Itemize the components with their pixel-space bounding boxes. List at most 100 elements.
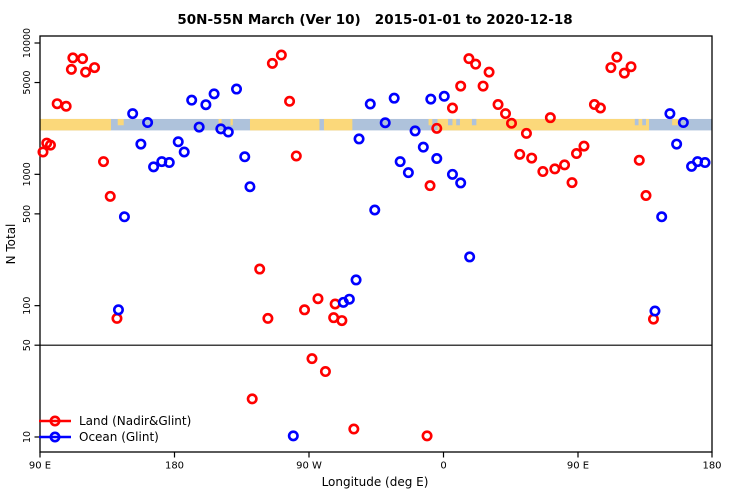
ocean-data-point (431, 152, 443, 164)
land-data-point (284, 95, 296, 107)
legend: Land (Nadir&Glint) Ocean (Glint) (38, 413, 191, 445)
land-data-point (319, 366, 331, 378)
ocean-data-point (402, 167, 414, 179)
land-data-point (299, 304, 311, 316)
ocean-data-point (222, 126, 234, 138)
land-data-point (594, 102, 606, 114)
x-tick-label: 90 E (567, 461, 589, 472)
ocean-data-point (409, 125, 421, 137)
ocean-data-point (163, 157, 175, 169)
land-data-point (500, 108, 512, 120)
land-data-point (80, 66, 92, 78)
legend-item-land: Land (Nadir&Glint) (38, 413, 191, 429)
land-data-point (312, 293, 324, 305)
ocean-data-point (127, 108, 139, 120)
land-data-point (611, 51, 623, 63)
land-data-point (104, 190, 116, 202)
ocean-data-point (287, 430, 299, 442)
land-data-point (98, 156, 110, 168)
land-data-point (424, 180, 436, 192)
strip-land-segment (672, 118, 681, 126)
strip-land-segment (428, 118, 433, 126)
ocean-data-point (649, 305, 661, 317)
legend-marker-land-icon (39, 415, 71, 427)
land-data-point (470, 58, 482, 70)
ocean-data-point (664, 108, 676, 120)
land-data-point (505, 117, 517, 129)
ocean-data-point (244, 181, 256, 193)
ocean-data-point (388, 92, 400, 104)
y-tick-label: 500 (22, 205, 33, 223)
strip-land-segment (218, 118, 222, 126)
land-data-point (290, 150, 302, 162)
land-data-point (246, 393, 258, 405)
land-data-point (549, 163, 561, 175)
y-tick-label: 1000 (22, 162, 33, 186)
land-data-point (348, 423, 360, 435)
land-data-point (51, 98, 63, 110)
land-data-point (520, 127, 532, 139)
ocean-data-point (350, 274, 362, 286)
land-data-point (492, 99, 504, 111)
y-tick-label: 10 (22, 431, 33, 443)
land-data-point (514, 148, 526, 160)
strip-ocean-fleck (634, 118, 639, 126)
land-data-point (77, 53, 89, 65)
land-data-point (578, 140, 590, 152)
land-data-point (262, 312, 274, 324)
ocean-data-point (135, 138, 147, 150)
ocean-data-point (446, 168, 458, 180)
ocean-data-point (186, 94, 198, 106)
ocean-data-point (208, 88, 220, 100)
land-data-point (336, 315, 348, 327)
ocean-data-point (239, 151, 251, 163)
strip-ocean-fleck (456, 118, 460, 126)
land-data-point (60, 100, 72, 112)
ocean-data-point (353, 133, 365, 145)
land-data-point (421, 430, 433, 442)
ocean-data-point (656, 211, 668, 223)
land-data-point (566, 177, 578, 189)
ocean-data-point (369, 204, 381, 216)
legend-item-ocean: Ocean (Glint) (38, 429, 191, 445)
ocean-data-point (379, 117, 391, 129)
x-axis-label: Longitude (deg E) (321, 475, 429, 489)
ocean-data-point (148, 161, 160, 173)
strip-ocean-fleck (471, 118, 477, 126)
y-tick-label: 100 (22, 297, 33, 315)
land-data-point (477, 80, 489, 92)
land-data-point (544, 112, 556, 124)
land-data-point (633, 154, 645, 166)
land-data-point (266, 57, 278, 69)
strip-ocean-base (40, 118, 713, 131)
ocean-data-point (178, 146, 190, 158)
land-data-point (526, 152, 538, 164)
land-data-point (44, 139, 56, 151)
land-data-point (89, 62, 101, 74)
strip-land-segment (323, 118, 353, 131)
strip-ocean-fleck (447, 118, 453, 126)
y-tick-label: 5000 (22, 70, 33, 94)
ocean-data-point (699, 157, 711, 169)
land-data-point (559, 159, 571, 171)
x-tick-label: 90 W (296, 461, 322, 472)
plot-frame (39, 35, 713, 453)
x-tick-label: 180 (702, 461, 721, 472)
land-data-point (67, 52, 79, 64)
ocean-data-point (364, 98, 376, 110)
ocean-data-point (394, 156, 406, 168)
legend-marker-ocean-icon (39, 431, 71, 443)
ocean-data-point (438, 90, 450, 102)
x-tick-label: 90 E (29, 461, 51, 472)
ocean-data-point (417, 141, 429, 153)
land-data-point (254, 263, 266, 275)
land-data-point (65, 63, 77, 75)
y-tick-label: 10000 (22, 28, 33, 58)
ocean-data-point (200, 99, 212, 111)
ocean-data-point (671, 138, 683, 150)
land-data-point (446, 102, 458, 114)
land-data-point (625, 61, 637, 73)
ocean-data-point (464, 251, 476, 263)
